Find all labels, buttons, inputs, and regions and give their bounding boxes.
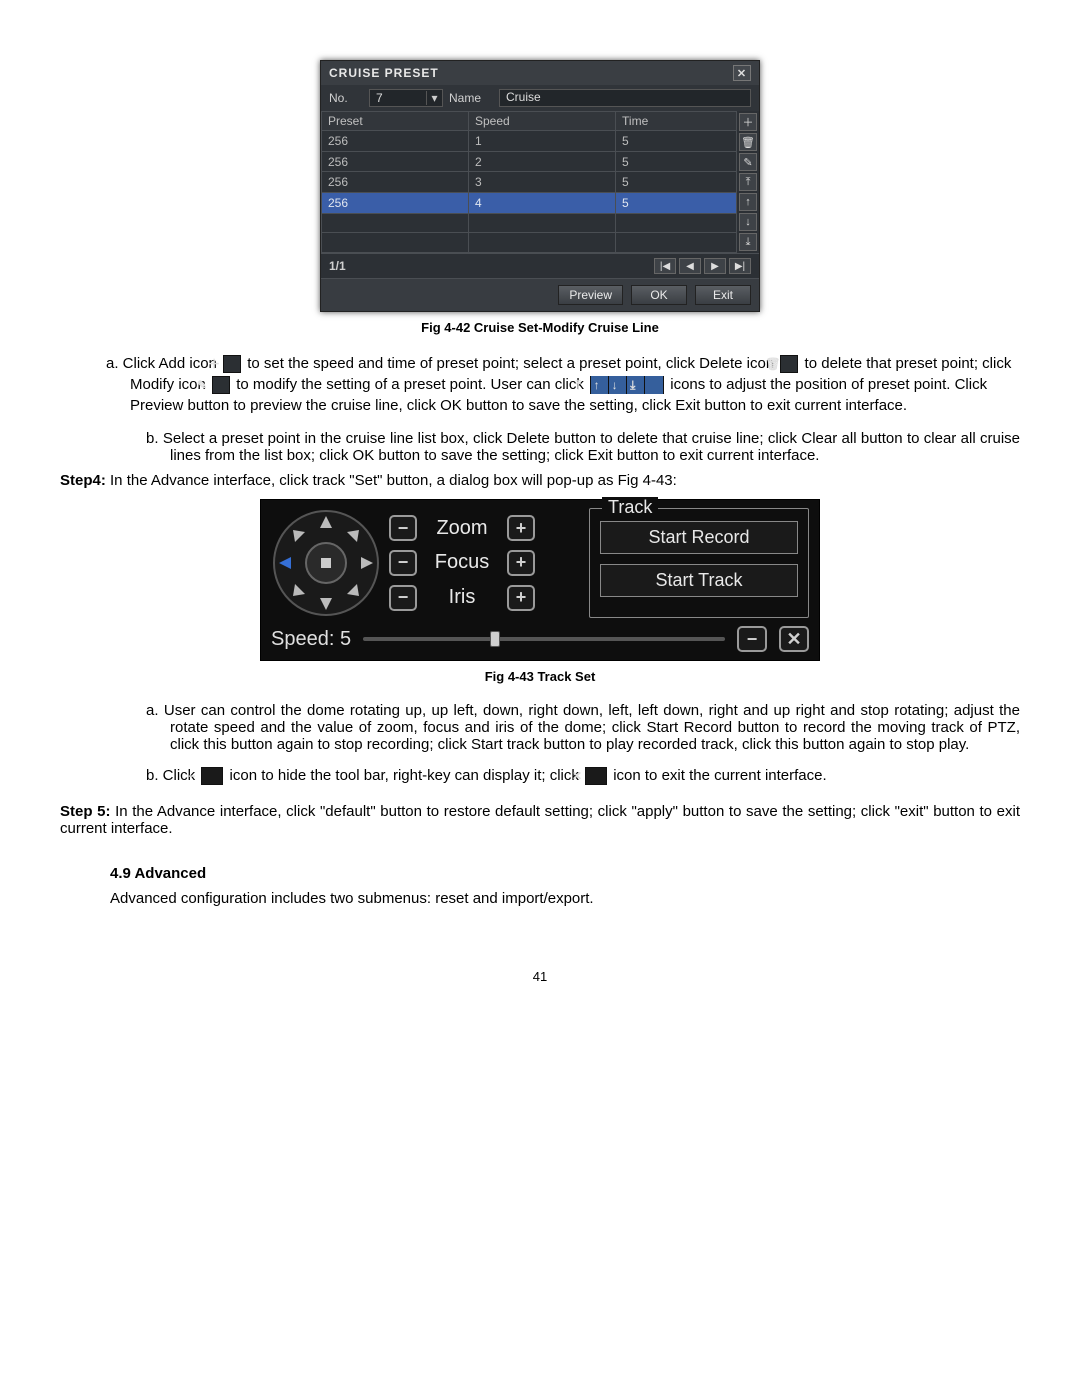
col-speed: Speed: [469, 112, 616, 131]
track-legend: Track: [602, 497, 658, 518]
table-row[interactable]: 25635: [322, 172, 737, 193]
zoom-label: Zoom: [427, 517, 497, 540]
zoom-focus-iris: − Zoom + − Focus + − Iris +: [389, 508, 581, 618]
move-bottom-icon[interactable]: ⤓: [739, 233, 757, 251]
track-fieldset: Track Start Record Start Track: [589, 508, 809, 618]
iris-label: Iris: [427, 586, 497, 609]
section-4-9-body: Advanced configuration includes two subm…: [60, 888, 1020, 909]
minimize-icon[interactable]: −: [737, 626, 767, 652]
name-input[interactable]: Cruise: [499, 89, 751, 107]
chevron-down-icon: ▾: [426, 91, 442, 105]
focus-plus-button[interactable]: +: [507, 550, 535, 576]
fig43-caption: Fig 4-43 Track Set: [60, 669, 1020, 684]
cruise-body: Preset Speed Time 25615256252563525645 ＋…: [321, 111, 759, 253]
ok-button[interactable]: OK: [631, 285, 687, 305]
fig42-caption: Fig 4-42 Cruise Set-Modify Cruise Line: [60, 320, 1020, 335]
first-page-icon[interactable]: |◀: [654, 258, 676, 274]
list-b1: b. Select a preset point in the cruise l…: [60, 430, 1020, 464]
table-row[interactable]: 25615: [322, 131, 737, 152]
no-label: No.: [329, 91, 363, 105]
cruise-side-toolbar: ＋ 🗑 ✎ ⤒ ↑ ↓ ⤓: [737, 111, 759, 253]
close-icon: ✕: [585, 767, 607, 785]
trash-icon: 🗑: [780, 355, 798, 373]
page-number: 41: [60, 969, 1020, 984]
list-b2: b. Click − icon to hide the tool bar, ri…: [60, 767, 1020, 785]
close-icon[interactable]: ✕: [779, 626, 809, 652]
step5-line: Step 5: In the Advance interface, click …: [60, 803, 1020, 837]
cruise-pager: 1/1 |◀ ◀ ▶ ▶|: [321, 253, 759, 278]
pencil-icon: ✎: [212, 376, 230, 394]
last-page-icon[interactable]: ▶|: [729, 258, 751, 274]
move-top-icon[interactable]: ⤒: [739, 173, 757, 191]
col-preset: Preset: [322, 112, 469, 131]
exit-button[interactable]: Exit: [695, 285, 751, 305]
move-icons-group: ⤒↑↓⤓: [590, 376, 664, 394]
name-label: Name: [449, 91, 493, 105]
track-set-panel: − Zoom + − Focus + − Iris + Track Start …: [260, 499, 820, 661]
cruise-titlebar: CRUISE PRESET ✕: [321, 61, 759, 85]
cruise-preset-dialog: CRUISE PRESET ✕ No. 7 ▾ Name Cruise Pres…: [320, 60, 760, 312]
speed-label: Speed: 5: [271, 628, 351, 651]
iris-plus-button[interactable]: +: [507, 585, 535, 611]
next-page-icon[interactable]: ▶: [704, 258, 726, 274]
cruise-footer: Preview OK Exit: [321, 278, 759, 311]
page-label: 1/1: [329, 259, 651, 273]
table-row[interactable]: 25645: [322, 193, 737, 214]
no-select[interactable]: 7 ▾: [369, 89, 443, 107]
focus-label: Focus: [427, 551, 497, 574]
section-4-9-head: 4.9 Advanced: [60, 865, 1020, 882]
step4-line: Step4: In the Advance interface, click t…: [60, 472, 1020, 489]
speed-slider[interactable]: [363, 637, 725, 641]
no-value: 7: [370, 91, 426, 105]
trash-icon[interactable]: 🗑: [739, 133, 757, 151]
cruise-table: Preset Speed Time 25615256252563525645: [321, 111, 737, 253]
zoom-minus-button[interactable]: −: [389, 515, 417, 541]
zoom-plus-button[interactable]: +: [507, 515, 535, 541]
table-row[interactable]: [322, 233, 737, 253]
pencil-icon[interactable]: ✎: [739, 153, 757, 171]
start-record-button[interactable]: Start Record: [600, 521, 798, 554]
close-icon[interactable]: ✕: [733, 65, 751, 81]
add-icon[interactable]: ＋: [739, 113, 757, 131]
focus-minus-button[interactable]: −: [389, 550, 417, 576]
iris-minus-button[interactable]: −: [389, 585, 417, 611]
add-icon: ＋: [223, 355, 241, 373]
move-up-icon[interactable]: ↑: [739, 193, 757, 211]
preview-button[interactable]: Preview: [558, 285, 623, 305]
table-row[interactable]: [322, 213, 737, 233]
move-down-icon[interactable]: ↓: [739, 213, 757, 231]
para-a1: a. Click Add icon ＋ to set the speed and…: [60, 353, 1020, 416]
table-row[interactable]: 25625: [322, 151, 737, 172]
ptz-wheel[interactable]: [271, 508, 381, 618]
prev-page-icon[interactable]: ◀: [679, 258, 701, 274]
list-a2: a. User can control the dome rotating up…: [60, 702, 1020, 753]
hide-icon: −: [201, 767, 223, 785]
cruise-title: CRUISE PRESET: [329, 66, 439, 80]
slider-thumb[interactable]: [490, 631, 500, 647]
cruise-top-row: No. 7 ▾ Name Cruise: [321, 85, 759, 111]
col-time: Time: [616, 112, 737, 131]
start-track-button[interactable]: Start Track: [600, 564, 798, 597]
